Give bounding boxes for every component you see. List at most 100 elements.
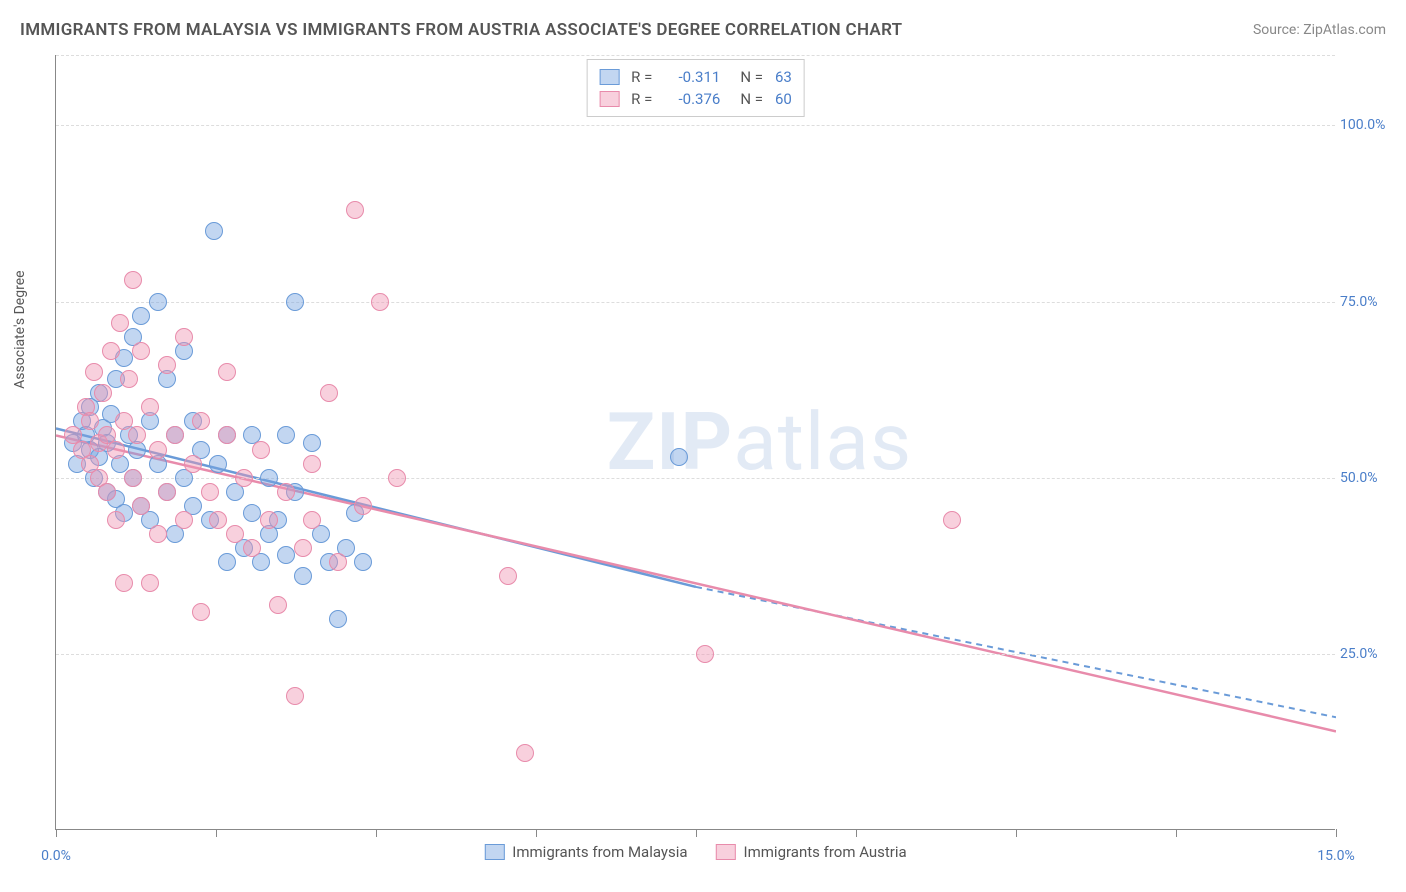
swatch-austria xyxy=(599,91,619,107)
r-value-austria: -0.376 xyxy=(660,90,720,108)
data-point-malaysia xyxy=(243,504,261,522)
data-point-austria xyxy=(277,483,295,501)
data-point-austria xyxy=(294,539,312,557)
data-point-malaysia xyxy=(294,567,312,585)
data-point-austria xyxy=(98,483,116,501)
data-point-austria xyxy=(354,497,372,515)
r-value-malaysia: -0.311 xyxy=(660,68,720,86)
r-label: R = xyxy=(631,68,652,86)
data-point-austria xyxy=(243,539,261,557)
data-point-austria xyxy=(226,525,244,543)
x-tick-label: 15.0% xyxy=(1317,848,1355,864)
data-point-austria xyxy=(329,553,347,571)
data-point-austria xyxy=(120,370,138,388)
data-point-malaysia xyxy=(149,293,167,311)
data-point-austria xyxy=(218,363,236,381)
data-point-malaysia xyxy=(132,307,150,325)
data-point-austria xyxy=(499,567,517,585)
data-point-austria xyxy=(141,574,159,592)
data-point-austria xyxy=(132,497,150,515)
correlation-legend: R = -0.311 N = 63 R = -0.376 N = 60 xyxy=(586,59,805,117)
data-point-malaysia xyxy=(218,553,236,571)
data-point-austria xyxy=(209,511,227,529)
data-point-malaysia xyxy=(205,222,223,240)
data-point-austria xyxy=(175,511,193,529)
legend-item-malaysia: Immigrants from Malaysia xyxy=(484,843,687,861)
data-point-austria xyxy=(102,342,120,360)
data-point-austria xyxy=(94,384,112,402)
data-point-austria xyxy=(85,363,103,381)
n-label: N = xyxy=(740,68,763,86)
data-point-malaysia xyxy=(277,426,295,444)
data-point-austria xyxy=(166,426,184,444)
x-tick xyxy=(376,829,377,837)
n-value-austria: 60 xyxy=(775,90,792,108)
data-point-austria xyxy=(252,441,270,459)
x-tick xyxy=(216,829,217,837)
legend-row-malaysia: R = -0.311 N = 63 xyxy=(599,66,792,88)
data-point-malaysia xyxy=(670,448,688,466)
data-point-austria xyxy=(158,356,176,374)
n-label: N = xyxy=(740,90,763,108)
legend-item-austria: Immigrants from Austria xyxy=(716,843,907,861)
data-point-austria xyxy=(516,744,534,762)
x-tick xyxy=(56,829,57,837)
watermark: ZIPatlas xyxy=(607,395,912,489)
data-point-austria xyxy=(320,384,338,402)
data-point-austria xyxy=(175,328,193,346)
y-tick-label: 25.0% xyxy=(1340,646,1395,662)
x-tick xyxy=(1016,829,1017,837)
data-point-austria xyxy=(388,469,406,487)
swatch-malaysia xyxy=(599,69,619,85)
r-label: R = xyxy=(631,90,652,108)
watermark-light: atlas xyxy=(733,395,912,489)
y-tick-label: 100.0% xyxy=(1340,117,1395,133)
data-point-malaysia xyxy=(303,434,321,452)
swatch-malaysia-icon xyxy=(484,844,504,860)
data-point-austria xyxy=(192,603,210,621)
swatch-austria-icon xyxy=(716,844,736,860)
data-point-malaysia xyxy=(277,546,295,564)
y-axis-label: Associate's Degree xyxy=(12,270,28,388)
data-point-malaysia xyxy=(354,553,372,571)
data-point-austria xyxy=(124,271,142,289)
y-tick-label: 75.0% xyxy=(1340,294,1395,310)
data-point-austria xyxy=(149,525,167,543)
legend-row-austria: R = -0.376 N = 60 xyxy=(599,88,792,110)
data-point-austria xyxy=(303,455,321,473)
x-tick xyxy=(1176,829,1177,837)
data-point-austria xyxy=(303,511,321,529)
data-point-austria xyxy=(943,511,961,529)
data-point-malaysia xyxy=(209,455,227,473)
watermark-bold: ZIP xyxy=(607,395,734,489)
data-point-austria xyxy=(218,426,236,444)
data-point-austria xyxy=(286,687,304,705)
data-point-austria xyxy=(346,201,364,219)
gridline xyxy=(56,55,1335,56)
gridline xyxy=(56,302,1335,303)
series-legend: Immigrants from Malaysia Immigrants from… xyxy=(484,843,906,861)
data-point-austria xyxy=(141,398,159,416)
data-point-malaysia xyxy=(286,293,304,311)
chart-container: IMMIGRANTS FROM MALAYSIA VS IMMIGRANTS F… xyxy=(0,0,1406,892)
n-value-malaysia: 63 xyxy=(775,68,792,86)
data-point-austria xyxy=(696,645,714,663)
y-tick-label: 50.0% xyxy=(1340,470,1395,486)
data-point-austria xyxy=(115,574,133,592)
data-point-austria xyxy=(107,441,125,459)
plot-area: ZIPatlas R = -0.311 N = 63 R = -0.376 N … xyxy=(55,55,1335,830)
data-point-austria xyxy=(111,314,129,332)
data-point-austria xyxy=(107,511,125,529)
x-tick xyxy=(696,829,697,837)
legend-label-austria: Immigrants from Austria xyxy=(744,843,907,861)
gridline xyxy=(56,125,1335,126)
data-point-austria xyxy=(124,469,142,487)
data-point-austria xyxy=(149,441,167,459)
x-tick xyxy=(856,829,857,837)
x-tick xyxy=(1336,829,1337,837)
source-attribution: Source: ZipAtlas.com xyxy=(1253,22,1386,38)
x-tick-label: 0.0% xyxy=(41,848,71,864)
chart-title: IMMIGRANTS FROM MALAYSIA VS IMMIGRANTS F… xyxy=(20,20,902,40)
data-point-austria xyxy=(158,483,176,501)
data-point-austria xyxy=(371,293,389,311)
